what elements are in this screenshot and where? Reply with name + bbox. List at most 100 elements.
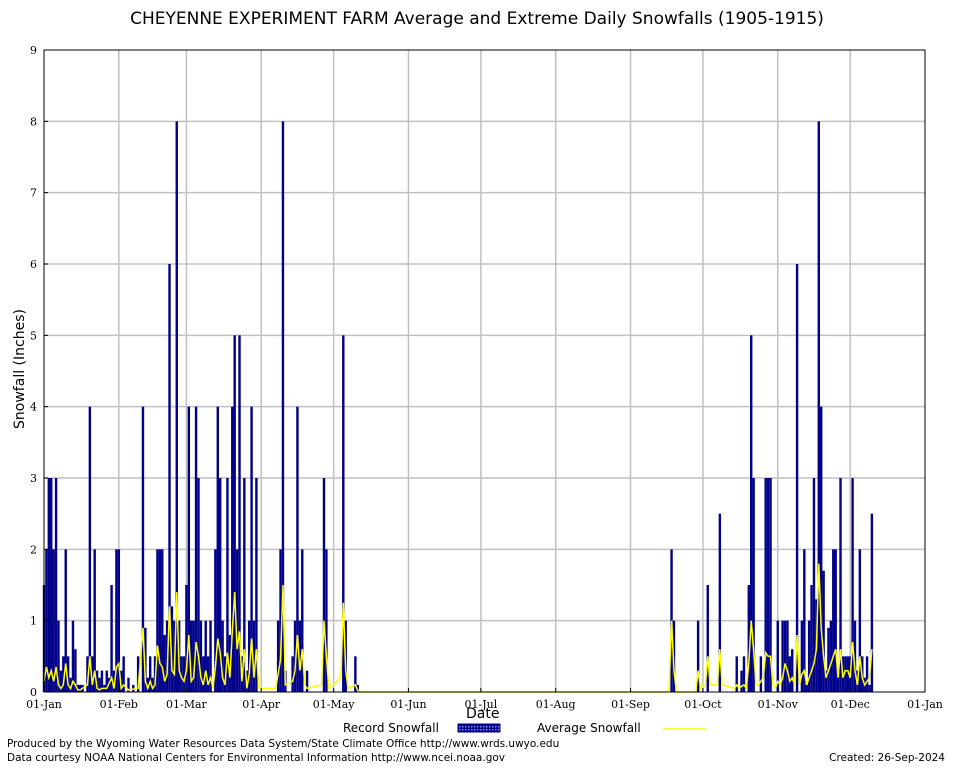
record-bar <box>718 513 722 692</box>
record-bar <box>827 627 830 692</box>
y-tick-label: 0 <box>30 686 37 699</box>
record-bar <box>293 620 297 692</box>
record-bar <box>812 478 816 692</box>
record-bar <box>279 549 282 692</box>
record-bar <box>247 620 251 692</box>
record-bar <box>71 620 75 692</box>
record-bar <box>781 620 784 692</box>
record-bar <box>354 656 357 692</box>
y-axis-label: Snowfall (Inches) <box>12 309 28 429</box>
grid-lines <box>44 50 925 692</box>
record-bar <box>839 478 842 692</box>
record-bar <box>296 406 299 692</box>
record-bar <box>740 670 743 692</box>
record-bar <box>163 634 166 692</box>
record-bar <box>706 585 709 692</box>
record-bar <box>47 478 51 692</box>
x-tick-label: 01-Apr <box>242 698 281 711</box>
record-bar <box>747 585 751 692</box>
record-bar <box>788 656 792 692</box>
record-bar <box>168 264 171 692</box>
record-bar <box>209 620 212 692</box>
record-bar <box>206 656 210 692</box>
record-bar <box>74 649 77 692</box>
legend-average-label: Average Snowfall <box>537 721 641 735</box>
record-bar <box>322 478 326 692</box>
record-bar <box>185 585 188 692</box>
record-bar <box>325 549 328 692</box>
record-bar <box>50 478 53 692</box>
x-tick-label: 01-Oct <box>684 698 722 711</box>
record-bar <box>156 549 159 692</box>
record-bar <box>851 478 854 692</box>
record-bar <box>223 656 227 692</box>
record-bar <box>199 620 203 692</box>
record-bar <box>64 549 67 692</box>
record-bar <box>112 670 116 692</box>
record-bar <box>88 406 92 692</box>
record-bar <box>204 620 207 692</box>
x-tick-label: 01-Mar <box>166 698 208 711</box>
record-bar <box>670 549 673 692</box>
record-bar <box>769 478 772 692</box>
record-bar <box>846 656 849 692</box>
record-bar <box>202 656 205 692</box>
record-bar <box>752 478 755 692</box>
y-tick-label: 3 <box>30 472 37 485</box>
record-bar <box>175 121 178 693</box>
record-bar <box>696 620 700 692</box>
axes: 0 1 2 3 4 5 6 7 8 9 01-Jan 01-Feb 01-Mar 01-Apr 01-May… <box>26 44 943 711</box>
record-bar <box>127 677 130 692</box>
record-bar <box>52 549 55 692</box>
record-bar <box>791 649 794 692</box>
y-tick-label: 7 <box>30 187 37 200</box>
record-bar <box>91 656 94 692</box>
record-bar <box>301 549 304 692</box>
record-bar <box>197 478 200 692</box>
record-bar <box>228 634 232 692</box>
x-tick-label: 01-Jun <box>390 698 426 711</box>
y-tick-label: 5 <box>30 329 37 342</box>
x-tick-label: 01-Jan <box>907 698 943 711</box>
record-bar <box>865 656 869 692</box>
record-bar <box>151 677 154 692</box>
x-tick-label: 01-Jul <box>465 698 498 711</box>
y-tick-label: 8 <box>30 115 37 128</box>
record-bar <box>766 478 770 692</box>
chart-title: CHEYENNE EXPERIMENT FARM Average and Ext… <box>130 9 824 29</box>
y-tick-label: 2 <box>30 543 37 556</box>
record-bar <box>93 549 96 692</box>
record-bar <box>834 549 837 692</box>
record-bar <box>226 478 229 692</box>
record-bar <box>54 478 58 692</box>
record-bar <box>95 670 99 692</box>
record-bar <box>255 478 258 692</box>
legend-record-swatch <box>457 723 501 733</box>
record-bar <box>750 335 753 692</box>
y-tick-label: 1 <box>30 615 37 628</box>
record-bar <box>100 670 104 692</box>
record-bar <box>742 656 746 692</box>
record-bar <box>158 549 162 692</box>
record-bar <box>810 585 813 692</box>
x-tick-label: 01-May <box>313 698 356 711</box>
average-line <box>43 563 873 693</box>
record-bar <box>117 549 121 692</box>
record-bar <box>86 656 89 692</box>
record-bar <box>805 684 808 692</box>
record-bar <box>235 549 239 692</box>
record-bar <box>136 656 140 692</box>
record-bar <box>832 549 835 692</box>
average-snowfall-line <box>43 563 873 693</box>
record-bar <box>853 620 857 692</box>
y-tick-label: 4 <box>30 401 37 414</box>
x-tick-label: 01-Aug <box>536 698 576 711</box>
record-bar <box>252 620 256 692</box>
record-bar <box>69 677 72 692</box>
record-bar <box>221 620 224 692</box>
record-bar <box>795 264 799 692</box>
record-bar <box>148 656 152 692</box>
record-bar <box>218 478 222 692</box>
record-bar <box>146 677 149 692</box>
